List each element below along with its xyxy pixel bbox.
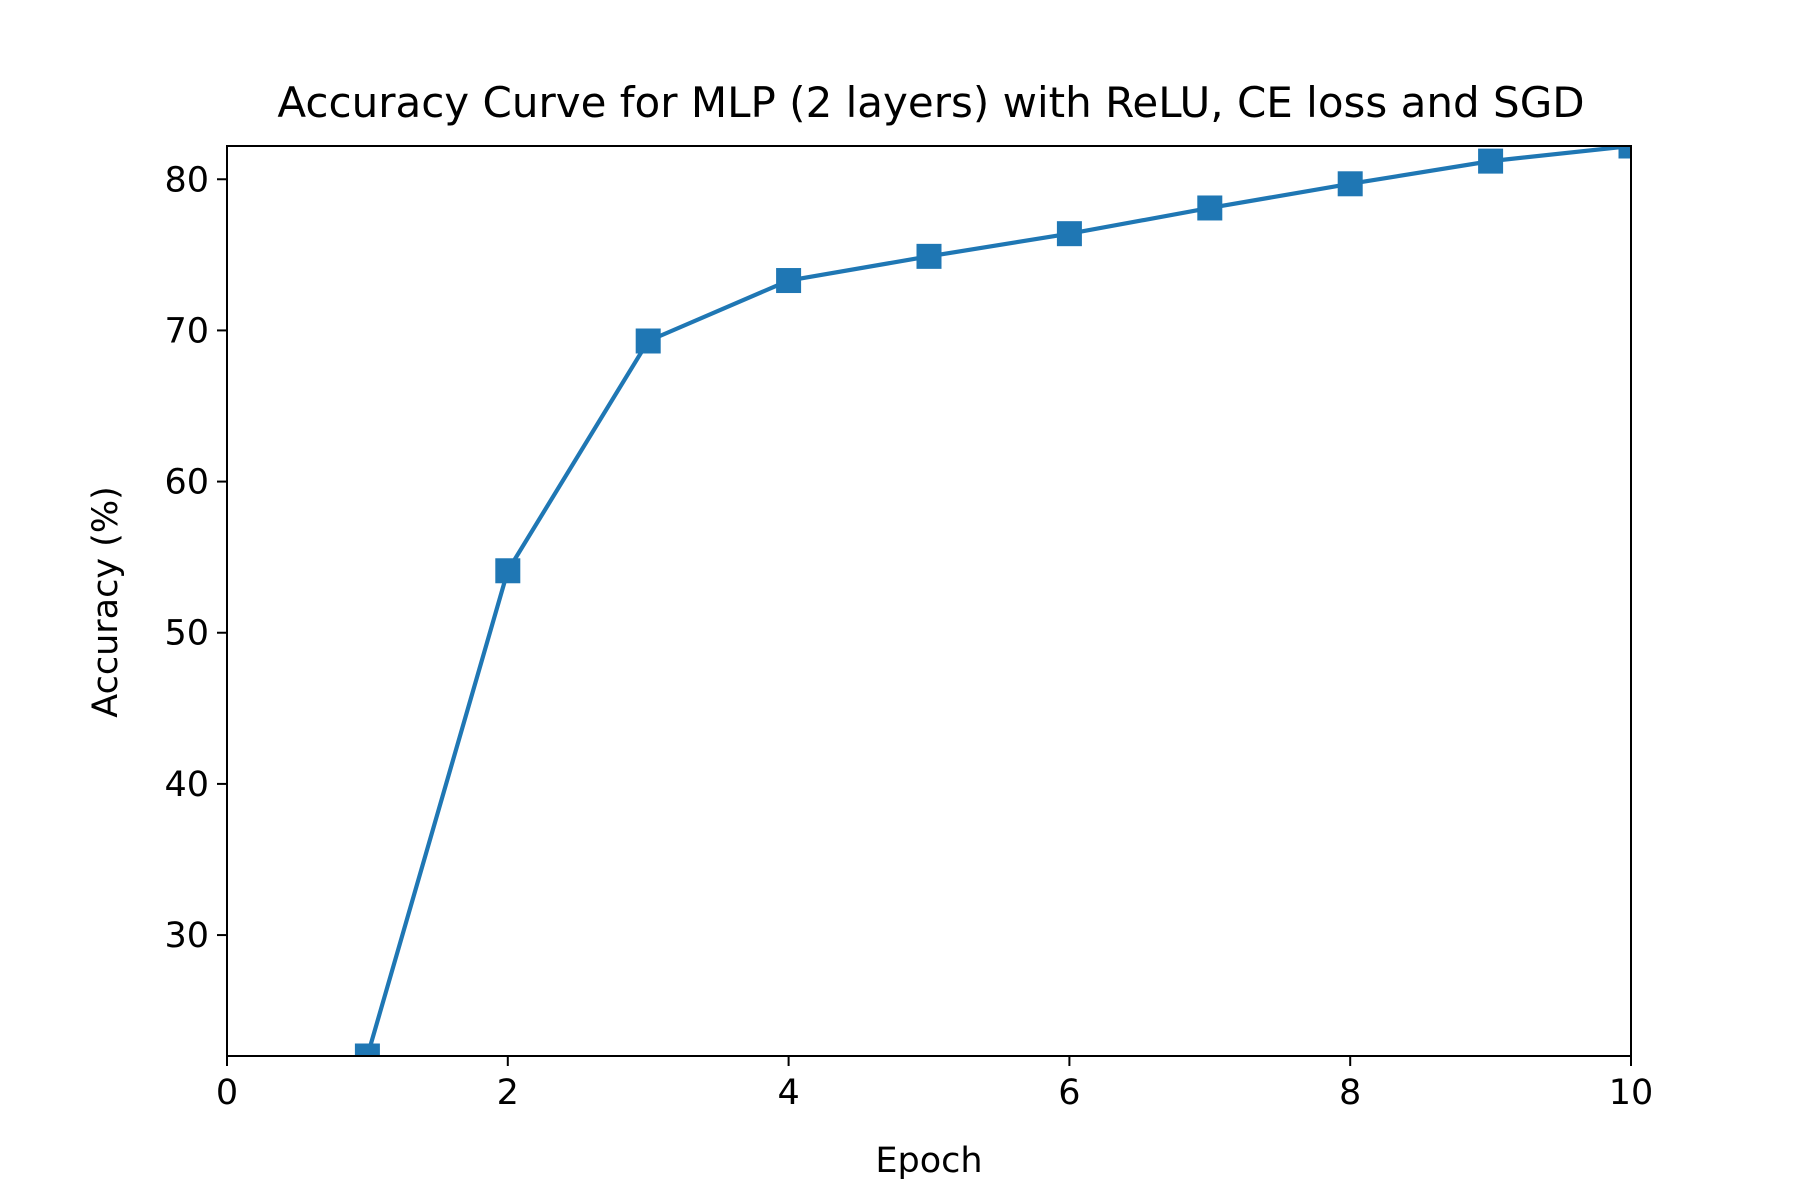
data-point-marker [1337,171,1363,197]
x-axis-label: Epoch [875,1141,982,1181]
y-tick-label: 60 [164,463,209,503]
x-tick-label: 0 [216,1073,238,1113]
data-point-marker [1056,221,1082,247]
series-group [354,146,1631,1056]
x-tick-label: 6 [1058,1073,1080,1113]
x-tick-label: 2 [497,1073,519,1113]
data-point-marker [1478,148,1504,174]
data-point-marker [635,328,661,354]
x-tick-label: 8 [1339,1073,1361,1113]
x-tick-label: 4 [777,1073,799,1113]
data-point-marker [776,268,802,294]
y-tick-label: 70 [164,311,209,351]
axis-ticks: 0 2 4 6 8 10 30 40 50 60 70 80 [164,160,1653,1113]
chart-title: Accuracy Curve for MLP (2 layers) with R… [277,78,1584,127]
y-tick-label: 40 [164,765,209,805]
series-line [365,146,1631,1056]
y-tick-label: 50 [164,614,209,654]
data-point-marker [1618,146,1631,159]
data-point-marker [354,1043,380,1056]
data-point-marker [495,558,521,584]
plot-frame [226,145,1632,1057]
data-point-marker [1197,195,1223,221]
y-axis-label: Accuracy (%) [86,486,126,717]
series-accuracy [354,146,1631,1056]
x-tick-label: 10 [1609,1073,1654,1113]
data-point-marker [916,243,942,269]
y-tick-label: 30 [164,916,209,956]
y-tick-label: 80 [164,160,209,200]
